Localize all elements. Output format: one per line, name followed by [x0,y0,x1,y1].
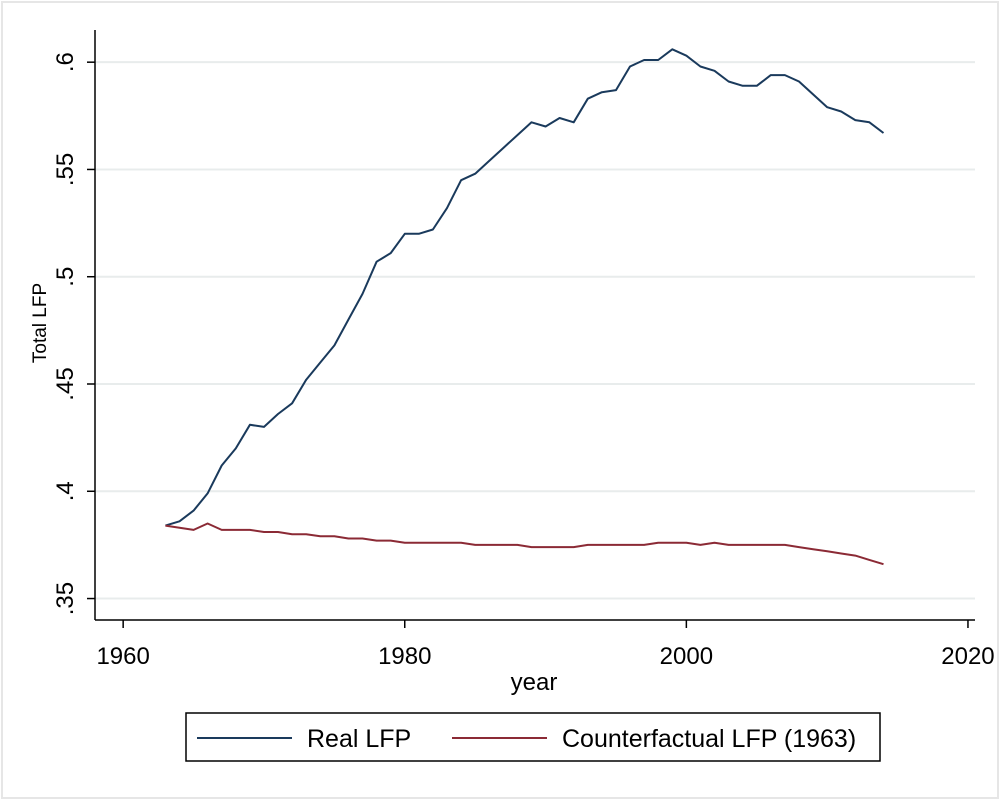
y-tick-label-5: .6 [52,52,79,72]
legend-label-counterfactual-lfp: Counterfactual LFP (1963) [562,725,856,753]
series-line-1 [165,522,884,566]
y-axis-label: Total LFP [30,283,51,363]
x-tick-label-2: 2000 [660,643,713,670]
legend: Real LFP Counterfactual LFP (1963) [185,712,881,762]
x-tick-label-1: 1980 [378,643,431,670]
y-tick-label-0: .35 [52,582,79,615]
gridlines [95,61,975,600]
series-line-0 [165,48,885,527]
series-group [165,48,885,566]
x-axis-label: year [511,669,558,696]
x-tick-label-0: 1960 [96,643,149,670]
legend-label-real-lfp: Real LFP [307,725,411,753]
y-tick-label-1: .4 [52,481,79,501]
axes [87,30,975,628]
y-tick-label-3: .5 [52,267,79,287]
y-tick-label-4: .55 [52,153,79,186]
y-tick-label-2: .45 [52,367,79,400]
tick-labels: .35 .4 .45 .5 .55 .6 1960 1980 2000 2020 [52,52,995,670]
x-tick-label-3: 2020 [941,643,994,670]
